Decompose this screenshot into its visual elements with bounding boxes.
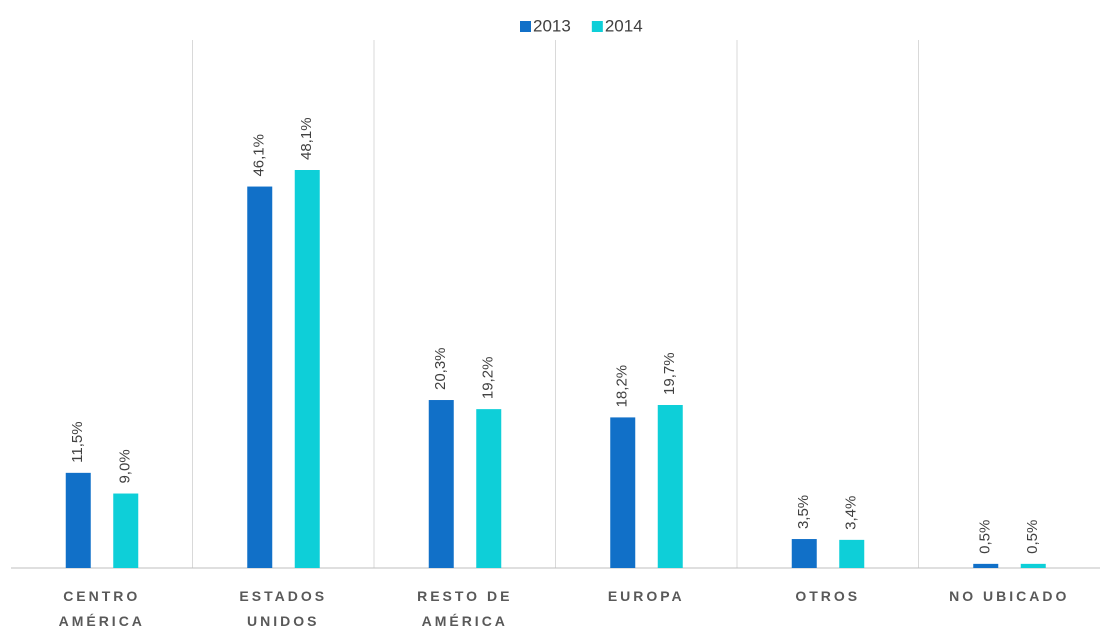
bar bbox=[113, 493, 139, 568]
x-tick-label: RESTO DE AMÉRICA bbox=[417, 588, 513, 629]
data-label: 48,1% bbox=[298, 117, 315, 160]
data-label: 3,4% bbox=[843, 496, 860, 530]
bar bbox=[791, 539, 817, 568]
bar bbox=[294, 170, 320, 568]
bar bbox=[657, 404, 683, 568]
bar bbox=[476, 409, 502, 568]
legend-swatch bbox=[520, 21, 531, 32]
x-tick-label: NO UBICADO bbox=[949, 588, 1070, 604]
bar bbox=[65, 472, 91, 568]
bar bbox=[428, 400, 454, 568]
bar bbox=[839, 539, 865, 568]
data-label: 46,1% bbox=[251, 134, 268, 177]
legend-swatch bbox=[591, 21, 603, 32]
bar bbox=[610, 417, 636, 568]
data-label: 19,7% bbox=[661, 352, 678, 395]
data-label: 9,0% bbox=[117, 449, 134, 483]
bar bbox=[247, 186, 273, 568]
data-label: 18,2% bbox=[614, 365, 631, 408]
data-label: 0,5% bbox=[1024, 520, 1041, 554]
legend-label: 2013 bbox=[533, 16, 571, 35]
x-tick-label: ESTADOS UNIDOS bbox=[239, 588, 328, 629]
x-tick-label: EUROPA bbox=[607, 588, 685, 604]
data-label: 0,5% bbox=[977, 520, 994, 554]
bar bbox=[973, 563, 999, 568]
x-tick-label: OTROS bbox=[795, 588, 861, 604]
data-label: 19,2% bbox=[480, 357, 497, 400]
data-label: 20,3% bbox=[432, 347, 449, 390]
x-tick-label: CENTRO AMÉRICA bbox=[58, 588, 145, 629]
data-label: 3,5% bbox=[795, 495, 812, 529]
bar bbox=[1020, 563, 1046, 568]
legend-label: 2014 bbox=[605, 16, 643, 35]
data-label: 11,5% bbox=[69, 421, 86, 462]
